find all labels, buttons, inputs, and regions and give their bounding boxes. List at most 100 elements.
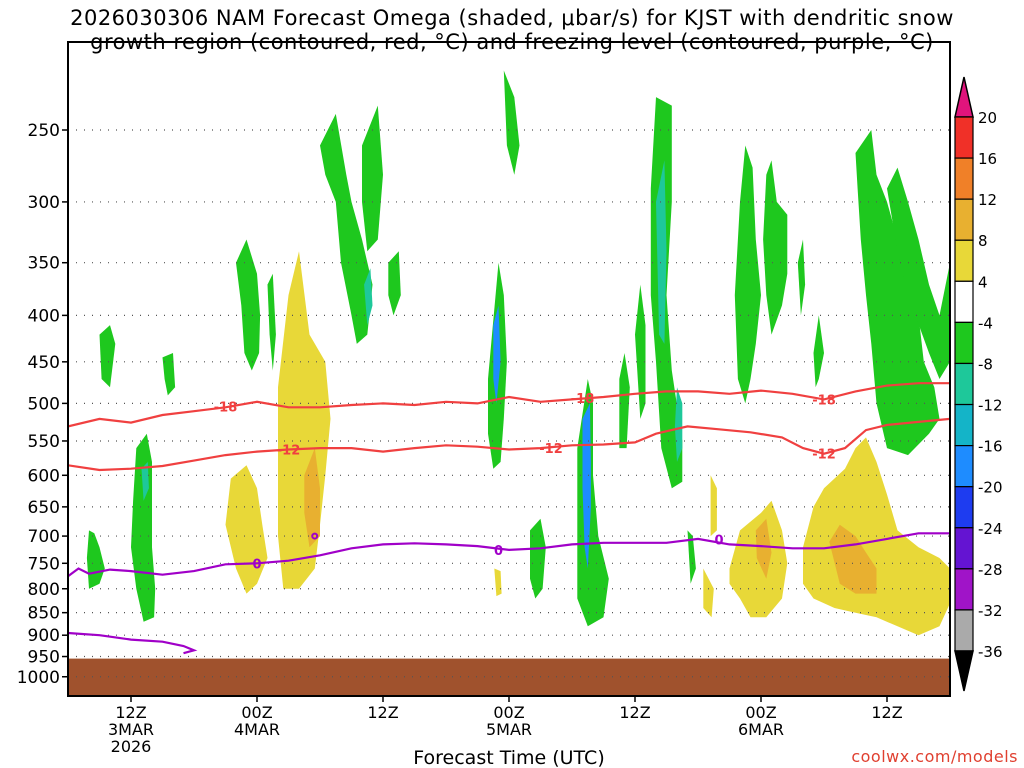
- omega-region-green-25: [530, 518, 546, 599]
- colorbar-swatch-8: [954, 445, 974, 488]
- contour-label-1-2: -12: [812, 448, 836, 463]
- colorbar-label-11: -28: [978, 561, 1003, 579]
- colorbar-swatch-7: [954, 403, 974, 447]
- omega-region-green-36: [797, 239, 806, 316]
- omega-region-green-38: [855, 130, 940, 456]
- y-tick-label-300: 300: [28, 193, 60, 213]
- x-tick-label-66-1: 6MAR: [738, 720, 784, 739]
- colorbar-swatch-2: [954, 198, 974, 241]
- colorbar-swatch-9: [954, 486, 974, 529]
- x-tick-label-42-1: 5MAR: [486, 720, 532, 739]
- colorbar-label-12: -32: [978, 602, 1003, 620]
- omega-region-green-16: [236, 239, 261, 371]
- omega-region-yellow-2: [278, 251, 331, 589]
- omega-region-green-20: [388, 251, 401, 316]
- contour--12c-isotherm: [68, 417, 950, 472]
- x-tick-label-6-1: 3MAR: [108, 720, 154, 739]
- omega-region-green-33: [687, 530, 696, 584]
- omega-region-green-37: [813, 315, 824, 388]
- omega-region-orange-3: [304, 448, 320, 548]
- omega-region-green-17: [267, 273, 276, 371]
- omega-region-green-12: [131, 433, 156, 622]
- omega-region-orange-10: [829, 524, 877, 594]
- omega-region-green-14: [99, 325, 116, 388]
- y-tick-label-900: 900: [28, 626, 60, 646]
- y-tick-label-550: 550: [28, 432, 60, 452]
- omega-region-green-29: [635, 284, 646, 419]
- omega-region-green-24: [503, 70, 520, 175]
- x-tick-label-30-0: 12Z: [367, 703, 398, 722]
- contour-0c-freezing-level-lower-: [68, 631, 198, 655]
- omega-region-yellow-4: [494, 568, 502, 597]
- omega-region-green-35: [763, 160, 788, 335]
- omega-region-yellow-5: [710, 475, 717, 537]
- y-tick-label-850: 850: [28, 604, 60, 624]
- contour-label-0-2: -18: [812, 393, 836, 408]
- omega-region-green-28: [619, 353, 630, 449]
- colorbar-label-9: -20: [978, 479, 1003, 497]
- colorbar-label-4: 4: [978, 273, 988, 291]
- contour-layer: -18 -18 -18 -12 -12 -12 0 0 0: [68, 382, 950, 655]
- contour--18c-isotherm: [68, 382, 950, 428]
- colorbar-label-13: -36: [978, 643, 1003, 661]
- omega-region-green-11: [86, 530, 105, 589]
- omega-region-yellow-1: [225, 465, 268, 594]
- x-tick-label-42-0: 00Z: [493, 703, 524, 722]
- colorbar-label-3: 8: [978, 232, 988, 250]
- colorbar-label-10: -24: [978, 520, 1003, 538]
- y-tick-label-450: 450: [28, 353, 60, 373]
- y-tick-label-800: 800: [28, 580, 60, 600]
- omega-region-green-18: [320, 113, 373, 344]
- x-tick-label-18-1: 4MAR: [234, 720, 280, 739]
- colorbar-top-arrow: [954, 76, 974, 118]
- x-tick-label-54-0: 12Z: [619, 703, 650, 722]
- x-tick-label-6-2: 2026: [111, 737, 152, 756]
- colorbar-swatch-11: [954, 568, 974, 611]
- y-tick-label-400: 400: [28, 306, 60, 326]
- omega-region-yellow-6: [703, 568, 714, 618]
- colorbar-label-6: -8: [978, 355, 993, 373]
- colorbar-swatch-1: [954, 157, 974, 200]
- y-tick-label-950: 950: [28, 648, 60, 668]
- omega-region-orange-8: [755, 518, 772, 579]
- y-tick-label-600: 600: [28, 466, 60, 486]
- colorbar-swatch-3: [954, 239, 974, 282]
- colorbar: 20 16 12 8 4 -4 -8 -12 -16 -20 -24 -28 -32 -36: [954, 76, 1003, 692]
- contour-label-1-0: -12: [277, 443, 301, 458]
- y-tick-label-500: 500: [28, 394, 60, 414]
- x-tick-label-6-0: 12Z: [115, 703, 146, 722]
- chart-title-line-1: 2026030306 NAM Forecast Omega (shaded, μ…: [70, 6, 954, 30]
- contour-label-0-0: -18: [214, 401, 238, 416]
- colorbar-swatch-5: [954, 321, 974, 365]
- colorbar-label-2: 12: [978, 191, 997, 209]
- colorbar-label-7: -12: [978, 397, 1003, 415]
- colorbar-label-8: -16: [978, 438, 1003, 456]
- y-tick-label-350: 350: [28, 254, 60, 274]
- credit-text: coolwx.com/models: [851, 747, 1018, 766]
- contour-label-2-0: 0: [252, 557, 261, 572]
- contour-label-2-2: 0: [714, 533, 723, 548]
- colorbar-swatch-6: [954, 362, 974, 406]
- y-tick-label-700: 700: [28, 527, 60, 547]
- colorbar-label-0: 20: [978, 109, 997, 127]
- y-tick-label-750: 750: [28, 554, 60, 574]
- colorbar-bottom-arrow: [954, 650, 974, 692]
- x-tick-label-18-0: 00Z: [241, 703, 272, 722]
- omega-region-teal-13: [141, 461, 149, 501]
- grid-layer: [68, 129, 950, 678]
- y-tick-label-1000: 1000: [17, 668, 60, 688]
- colorbar-swatch-12: [954, 609, 974, 652]
- omega-region-teal-21: [364, 268, 373, 326]
- colorbar-swatch-4: [954, 280, 974, 323]
- x-tick-label-66-0: 00Z: [745, 703, 776, 722]
- omega-region-teal-32: [674, 387, 683, 462]
- colorbar-swatch-10: [954, 527, 974, 570]
- omega-region-green-34: [734, 145, 761, 404]
- colorbar-label-1: 16: [978, 150, 997, 168]
- omega-region-teal-31: [656, 160, 667, 344]
- x-axis-label: Forecast Time (UTC): [413, 747, 604, 768]
- omega-shading-layer: [68, 70, 950, 696]
- axes-layer: 2503003504004505005506006507007508008509…: [17, 41, 951, 768]
- y-tick-label-650: 650: [28, 498, 60, 518]
